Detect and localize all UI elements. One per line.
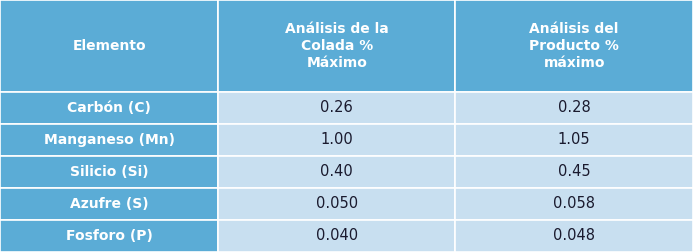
Bar — [0, 92, 218, 124]
Bar — [218, 188, 455, 220]
Bar — [0, 156, 218, 188]
Text: 0.40: 0.40 — [320, 165, 353, 179]
Text: 1.05: 1.05 — [558, 133, 590, 147]
Bar — [218, 220, 455, 252]
Bar — [218, 92, 455, 124]
Text: 0.048: 0.048 — [553, 229, 595, 243]
Bar — [455, 156, 693, 188]
Bar — [0, 0, 218, 92]
Bar — [0, 188, 218, 220]
Bar — [455, 0, 693, 92]
Bar — [455, 220, 693, 252]
Text: Fosforo (P): Fosforo (P) — [66, 229, 152, 243]
Bar — [0, 124, 218, 156]
Bar — [455, 124, 693, 156]
Text: 0.040: 0.040 — [316, 229, 358, 243]
Bar — [455, 92, 693, 124]
Text: Silicio (Si): Silicio (Si) — [70, 165, 148, 179]
Text: 0.45: 0.45 — [558, 165, 590, 179]
Text: 0.28: 0.28 — [558, 101, 590, 115]
Bar — [218, 156, 455, 188]
Text: Análisis del
Producto %
máximo: Análisis del Producto % máximo — [529, 22, 619, 70]
Bar — [455, 188, 693, 220]
Text: Carbón (C): Carbón (C) — [67, 101, 151, 115]
Text: 0.26: 0.26 — [320, 101, 353, 115]
Bar — [218, 124, 455, 156]
Text: Manganeso (Mn): Manganeso (Mn) — [44, 133, 175, 147]
Text: Análisis de la
Colada %
Máximo: Análisis de la Colada % Máximo — [285, 22, 389, 70]
Bar — [218, 0, 455, 92]
Bar — [0, 220, 218, 252]
Text: Azufre (S): Azufre (S) — [70, 197, 148, 211]
Text: 0.050: 0.050 — [316, 197, 358, 211]
Text: 1.00: 1.00 — [320, 133, 353, 147]
Text: Elemento: Elemento — [72, 39, 146, 53]
Text: 0.058: 0.058 — [553, 197, 595, 211]
